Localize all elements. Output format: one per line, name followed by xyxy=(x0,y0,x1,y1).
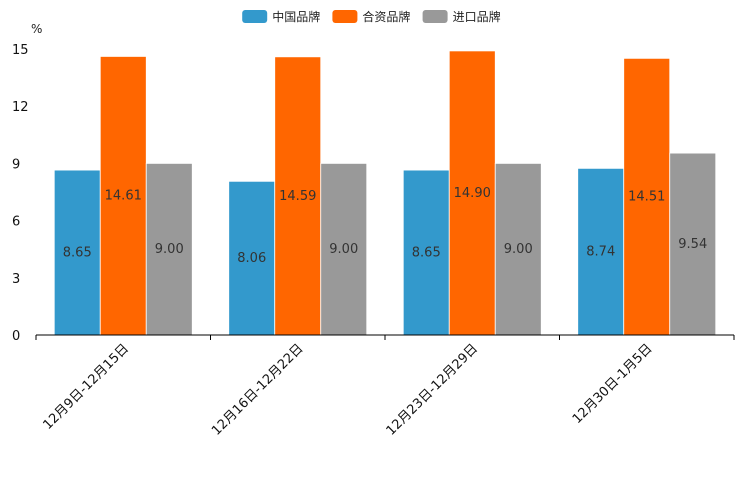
x-tick-label: 12月23日-12月29日 xyxy=(384,341,481,438)
bar xyxy=(145,162,193,336)
x-tick-label: 12月9日-12月15日 xyxy=(40,341,132,433)
x-tick-label: 12月16日-12月22日 xyxy=(209,341,306,438)
data-label: 9.54 xyxy=(678,237,707,252)
y-tick-label: 0 xyxy=(12,329,20,344)
data-label: 14.59 xyxy=(279,189,316,204)
data-label: 14.90 xyxy=(454,186,491,201)
y-axis: 0 3 6 9 12 15 xyxy=(12,43,29,344)
y-axis-unit-label: % xyxy=(31,22,42,36)
data-label: 8.06 xyxy=(237,251,266,266)
legend-label: 合资品牌 xyxy=(362,9,410,24)
bar xyxy=(99,56,147,336)
y-tick-label: 9 xyxy=(12,157,20,172)
data-label: 14.61 xyxy=(105,189,142,204)
bar xyxy=(448,50,496,336)
bar xyxy=(320,162,368,336)
bars xyxy=(53,50,717,336)
legend-swatch xyxy=(332,10,358,23)
x-tick-label: 12月30日-1月5日 xyxy=(570,341,656,427)
data-label: 8.65 xyxy=(63,246,92,261)
data-label: 9.00 xyxy=(155,242,184,257)
legend-label: 进口品牌 xyxy=(453,10,501,24)
legend-label: 中国品牌 xyxy=(272,9,320,24)
legend-swatch xyxy=(242,10,268,23)
legend: 中国品牌 合资品牌 进口品牌 xyxy=(242,9,501,24)
data-label: 8.74 xyxy=(586,245,615,260)
data-label: 9.00 xyxy=(329,242,358,257)
bar xyxy=(274,56,322,336)
legend-swatch xyxy=(422,10,448,23)
y-tick-label: 12 xyxy=(12,100,29,115)
y-tick-label: 6 xyxy=(12,215,20,230)
data-label: 8.65 xyxy=(412,246,441,261)
x-axis: 12月9日-12月15日 12月16日-12月22日 12月23日-12月29日 12… xyxy=(35,334,735,439)
y-tick-label: 3 xyxy=(12,272,20,287)
data-labels: 8.65 14.61 9.00 8.06 14.59 9.00 8.65 14.90 9.00 8… xyxy=(63,186,707,266)
data-label: 14.51 xyxy=(628,190,665,205)
y-tick-label: 15 xyxy=(12,43,29,58)
bar xyxy=(53,169,101,336)
bar xyxy=(228,180,276,336)
data-label: 9.00 xyxy=(504,242,533,257)
bar xyxy=(669,152,717,336)
bar xyxy=(577,167,625,336)
